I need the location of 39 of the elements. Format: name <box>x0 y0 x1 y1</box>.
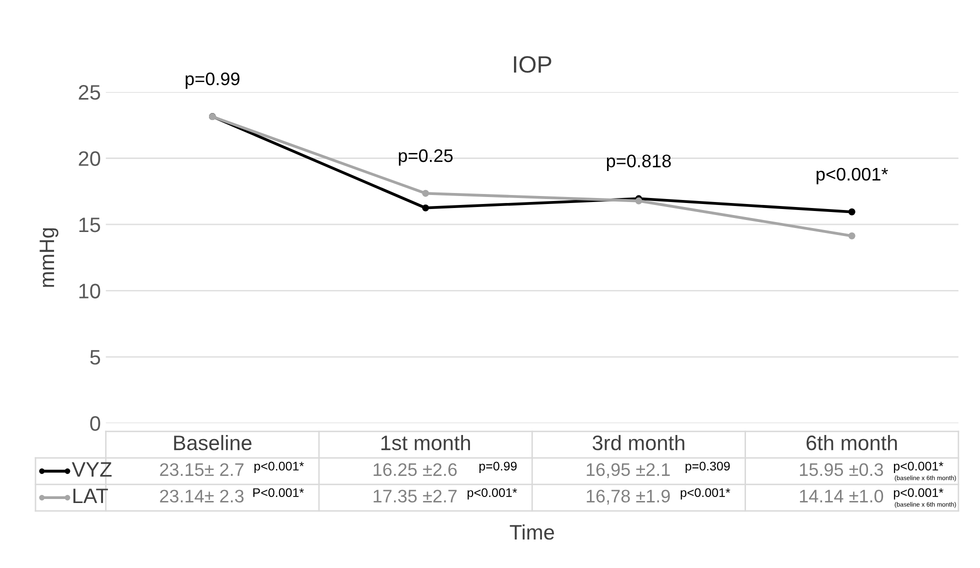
y-tick-label: 20 <box>78 151 100 166</box>
legend-label: VYZ <box>72 462 112 477</box>
point <box>422 204 430 212</box>
point <box>422 190 430 197</box>
data-label: 23.15± 2.7 <box>160 463 244 476</box>
annotation: p<0.001* <box>816 168 888 184</box>
text: p=0.99 <box>186 72 240 89</box>
x-axis-title: Time <box>510 524 554 540</box>
annotation: p=0.25 <box>398 149 453 166</box>
data-label: 17.35 ±2.7 <box>374 490 457 503</box>
data-label: 16,78 ±1.9 <box>586 490 670 505</box>
text: p<0.001* <box>680 488 730 500</box>
y-tick-label: 0 <box>90 416 100 431</box>
x-tick-label: Baseline <box>174 434 252 450</box>
text: p=0.99 <box>479 462 517 474</box>
y-tick-label: 15 <box>79 218 100 232</box>
x-tick-label: 3rd month <box>592 434 684 450</box>
text: p<0.001* <box>468 488 518 500</box>
data-label: 14.14 ±1.0 <box>800 490 884 503</box>
data-label: 16,95 ±2.1 <box>586 463 670 478</box>
point <box>848 208 856 216</box>
text: p<0.001* <box>254 462 304 474</box>
data-label: 23.14± 2.3 <box>160 490 244 503</box>
y-axis-title: mmHg <box>40 228 58 287</box>
x-tick-label: 6th month <box>806 434 897 450</box>
text: p<0.001* <box>894 488 944 500</box>
text: P<0.001* <box>253 488 304 498</box>
x-tick-label: 1st month <box>381 434 470 450</box>
text: p<0.001* <box>894 462 944 474</box>
text: p=0.309 <box>686 462 730 474</box>
y-tick-label: 25 <box>78 85 100 100</box>
y-tick-label: 5 <box>90 350 100 365</box>
chart-title: IOP <box>514 56 552 73</box>
annotation: p=0.818 <box>607 154 671 171</box>
data-label: 16.25 ±2.6 <box>374 463 457 476</box>
y-tick-label: 10 <box>79 284 100 298</box>
data-label: 15.95 ±0.3 <box>800 463 884 476</box>
point <box>848 232 856 240</box>
legend-label: LAT <box>73 488 108 504</box>
